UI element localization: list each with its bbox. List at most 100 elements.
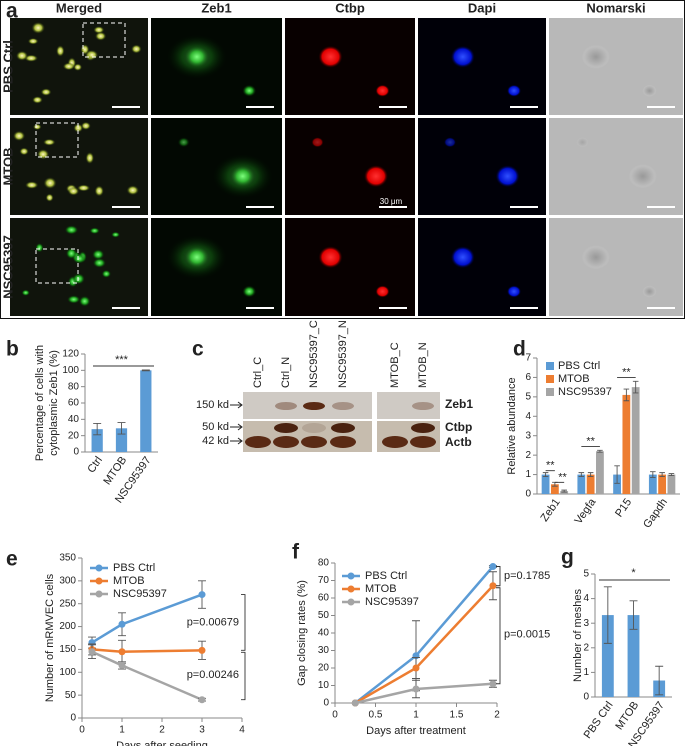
band bbox=[412, 402, 434, 410]
cell bbox=[67, 186, 80, 196]
error-bar bbox=[668, 473, 675, 476]
error-bar bbox=[597, 449, 603, 453]
cell bbox=[89, 227, 100, 235]
bar bbox=[648, 474, 657, 494]
error-bar bbox=[117, 422, 126, 435]
annotation: ** bbox=[558, 471, 567, 483]
cell bbox=[80, 121, 91, 130]
annotation: *** bbox=[115, 354, 129, 366]
annotation: ** bbox=[586, 435, 595, 447]
micrograph bbox=[418, 218, 546, 316]
y-tick-label: 0 bbox=[323, 698, 329, 709]
legend-label: PBS Ctrl bbox=[365, 570, 407, 582]
lane-label: NSC95397_N bbox=[337, 320, 349, 388]
cell bbox=[43, 138, 56, 146]
y-tick-label: 60 bbox=[68, 398, 80, 409]
error-bar bbox=[632, 380, 639, 394]
nucleus bbox=[642, 84, 657, 97]
marker-arrow bbox=[230, 437, 243, 445]
nucleus bbox=[177, 137, 190, 148]
x-tick-label: Vegfa bbox=[572, 496, 598, 527]
x-tick-label: Ctrl bbox=[85, 455, 105, 476]
bar bbox=[586, 474, 595, 494]
nucleus bbox=[450, 45, 475, 68]
cell bbox=[19, 147, 29, 156]
annotation-bracket bbox=[496, 566, 501, 587]
y-tick-label: 3 bbox=[525, 430, 531, 441]
y-tick-label: 40 bbox=[68, 414, 80, 425]
y-tick-label: 20 bbox=[68, 430, 80, 441]
legend-swatch bbox=[546, 388, 554, 396]
y-tick-label: 10 bbox=[318, 680, 330, 691]
y-axis-label: cytoplasmic Zeb1 (%) bbox=[48, 350, 60, 456]
y-tick-label: 30 bbox=[318, 645, 330, 656]
band bbox=[274, 423, 298, 433]
micrograph bbox=[549, 18, 683, 115]
cell bbox=[94, 185, 104, 197]
band bbox=[303, 402, 325, 410]
bar bbox=[596, 451, 604, 494]
legend-label: NSC95397 bbox=[558, 386, 612, 398]
y-tick-label: 50 bbox=[318, 610, 330, 621]
y-tick-label: 4 bbox=[583, 593, 589, 604]
micrograph bbox=[285, 218, 415, 316]
marker-label: 50 kd bbox=[202, 421, 229, 433]
point bbox=[351, 699, 359, 707]
x-tick-label: 1 bbox=[119, 725, 125, 736]
bar bbox=[115, 428, 128, 452]
cytoplasm bbox=[166, 235, 227, 280]
bar bbox=[577, 474, 586, 494]
error-bar bbox=[650, 471, 656, 478]
point bbox=[489, 680, 497, 688]
micrograph bbox=[549, 218, 683, 316]
legend-label: MTOB bbox=[558, 373, 590, 385]
nucleus bbox=[495, 165, 520, 188]
nucleus bbox=[642, 285, 657, 298]
y-tick-label: 2 bbox=[583, 642, 589, 653]
row-label: MTOB bbox=[0, 147, 15, 185]
legend-label: PBS Ctrl bbox=[558, 360, 600, 372]
bar bbox=[560, 491, 569, 494]
nucleus bbox=[581, 44, 610, 69]
cell bbox=[67, 295, 81, 304]
error-bar bbox=[578, 472, 585, 477]
y-axis-label: Relative abundance bbox=[506, 377, 518, 474]
annotation: * bbox=[631, 567, 636, 579]
x-tick-label: 0 bbox=[332, 710, 338, 721]
panel-letter: g bbox=[561, 546, 574, 569]
nucleus bbox=[628, 164, 657, 189]
micrograph bbox=[285, 118, 415, 215]
cell bbox=[77, 184, 91, 192]
band bbox=[410, 436, 436, 448]
x-tick-label: 2 bbox=[494, 710, 500, 721]
nucleus bbox=[318, 45, 343, 68]
legend-label: NSC95397 bbox=[365, 596, 419, 608]
column-header: Zeb1 bbox=[201, 0, 231, 15]
y-tick-label: 100 bbox=[59, 667, 76, 678]
annotation-bracket bbox=[496, 587, 501, 685]
micrograph bbox=[285, 18, 415, 115]
x-tick-label: P15 bbox=[613, 497, 634, 520]
y-axis-label: Gap closing rates (%) bbox=[296, 580, 308, 686]
y-tick-label: 300 bbox=[59, 575, 76, 586]
panel-letter: c bbox=[192, 338, 204, 361]
annotation-bracket bbox=[241, 651, 246, 701]
band bbox=[331, 423, 355, 433]
point bbox=[198, 646, 206, 654]
micrograph bbox=[549, 118, 683, 215]
nucleus bbox=[507, 84, 521, 97]
y-tick-label: 20 bbox=[318, 663, 330, 674]
x-tick-label: 1.5 bbox=[450, 710, 464, 721]
legend-swatch bbox=[347, 598, 355, 606]
zoom-box bbox=[35, 122, 79, 158]
y-tick-label: 2 bbox=[525, 450, 531, 461]
x-tick-label: Gapdh bbox=[641, 497, 670, 531]
lane-label: MTOB_N bbox=[417, 342, 429, 388]
error-bar bbox=[561, 489, 567, 493]
x-axis-label: Days after treatment bbox=[366, 725, 466, 737]
y-tick-label: 1 bbox=[525, 469, 531, 480]
y-tick-label: 150 bbox=[59, 644, 76, 655]
cell bbox=[31, 21, 46, 34]
nucleus bbox=[364, 165, 388, 188]
cell bbox=[62, 62, 75, 71]
